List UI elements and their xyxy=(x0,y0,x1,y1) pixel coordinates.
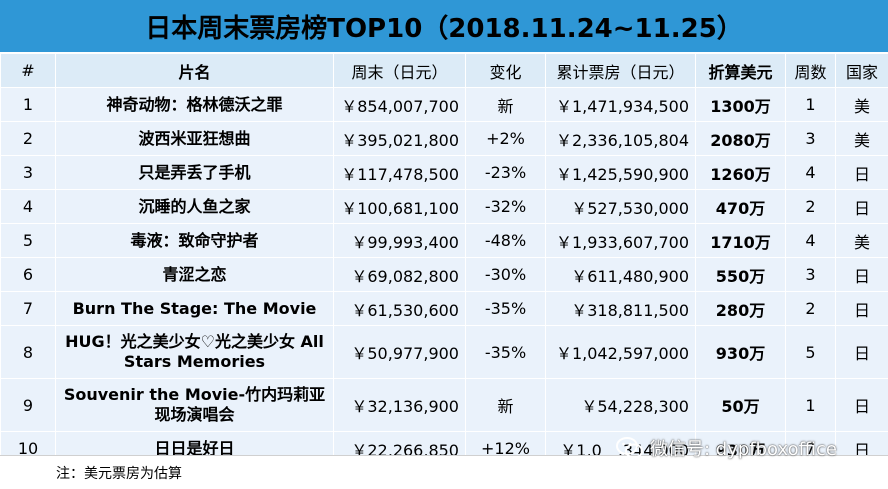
country-cell: 日 xyxy=(835,155,888,190)
rank-cell: 8 xyxy=(0,325,56,379)
weeks-cell: 3 xyxy=(785,121,836,156)
country-cell: 日 xyxy=(835,291,888,326)
change-cell: -32% xyxy=(465,189,546,224)
rank-cell: 3 xyxy=(0,155,56,190)
watermark: 微信号: dypfboxoffice xyxy=(616,430,837,466)
weekend-cell: ￥117,478,500 xyxy=(333,155,466,190)
table-row: 2 波西米亚狂想曲 ￥395,021,800 +2% ￥2,336,105,80… xyxy=(0,121,888,156)
usd-cell: 550万 xyxy=(695,257,786,292)
rank-cell: 6 xyxy=(0,257,56,292)
header-country: 国家 xyxy=(835,53,888,88)
weekend-cell: ￥32,136,900 xyxy=(333,378,466,432)
usd-cell: 1260万 xyxy=(695,155,786,190)
header-usd: 折算美元 xyxy=(695,53,786,88)
change-cell: -30% xyxy=(465,257,546,292)
weeks-cell: 1 xyxy=(785,87,836,122)
title-cell: 神奇动物：格林德沃之罪 xyxy=(55,87,334,122)
cumulative-cell: ￥1,933,607,700 xyxy=(545,223,696,258)
change-cell: -35% xyxy=(465,325,546,379)
table-row: 4 沉睡的人鱼之家 ￥100,681,100 -32% ￥527,530,000… xyxy=(0,189,888,224)
title-cell: Burn The Stage: The Movie xyxy=(55,291,334,326)
weekend-cell: ￥395,021,800 xyxy=(333,121,466,156)
table-row: 9 Souvenir the Movie-竹内玛莉亚现场演唱会 ￥32,136,… xyxy=(0,378,888,432)
title-cell: Souvenir the Movie-竹内玛莉亚现场演唱会 xyxy=(55,378,334,432)
weeks-cell: 2 xyxy=(785,189,836,224)
table-header-row: # 片名 周末（日元） 变化 累计票房（日元） 折算美元 周数 国家 xyxy=(0,53,888,88)
rank-cell: 9 xyxy=(0,378,56,432)
country-cell: 美 xyxy=(835,121,888,156)
cumulative-cell: ￥1,425,590,900 xyxy=(545,155,696,190)
usd-cell: 2080万 xyxy=(695,121,786,156)
header-weeks: 周数 xyxy=(785,53,836,88)
cumulative-cell: ￥54,228,300 xyxy=(545,378,696,432)
change-cell: 新 xyxy=(465,378,546,432)
weekend-cell: ￥854,007,700 xyxy=(333,87,466,122)
usd-cell: 1300万 xyxy=(695,87,786,122)
cumulative-cell: ￥318,811,500 xyxy=(545,291,696,326)
weeks-cell: 2 xyxy=(785,291,836,326)
rank-cell: 1 xyxy=(0,87,56,122)
header-rank: # xyxy=(0,53,56,88)
header-title: 片名 xyxy=(55,53,334,88)
weeks-cell: 1 xyxy=(785,378,836,432)
cumulative-cell: ￥1,471,934,500 xyxy=(545,87,696,122)
weekend-cell: ￥61,530,600 xyxy=(333,291,466,326)
usd-cell: 50万 xyxy=(695,378,786,432)
country-cell: 日 xyxy=(835,257,888,292)
page-title: 日本周末票房榜TOP10（2018.11.24~11.25） xyxy=(0,0,888,53)
wechat-icon xyxy=(616,437,643,459)
rank-cell: 2 xyxy=(0,121,56,156)
country-cell: 美 xyxy=(835,87,888,122)
title-cell: 沉睡的人鱼之家 xyxy=(55,189,334,224)
cumulative-cell: ￥527,530,000 xyxy=(545,189,696,224)
weeks-cell: 5 xyxy=(785,325,836,379)
change-cell: -48% xyxy=(465,223,546,258)
cumulative-cell: ￥2,336,105,804 xyxy=(545,121,696,156)
weekend-cell: ￥100,681,100 xyxy=(333,189,466,224)
table-row: 8 HUG！光之美少女♡光之美少女 All Stars Memories ￥50… xyxy=(0,325,888,379)
title-cell: 波西米亚狂想曲 xyxy=(55,121,334,156)
header-weekend: 周末（日元） xyxy=(333,53,466,88)
weekend-cell: ￥99,993,400 xyxy=(333,223,466,258)
cumulative-cell: ￥1,042,597,000 xyxy=(545,325,696,379)
watermark-text: 微信号: dypfboxoffice xyxy=(650,439,837,460)
change-cell: +2% xyxy=(465,121,546,156)
footnote: 注：美元票房为估算 xyxy=(0,455,888,489)
change-cell: -23% xyxy=(465,155,546,190)
weekend-cell: ￥50,977,900 xyxy=(333,325,466,379)
change-cell: 新 xyxy=(465,87,546,122)
weeks-cell: 4 xyxy=(785,155,836,190)
title-cell: 只是弄丢了手机 xyxy=(55,155,334,190)
country-cell: 日 xyxy=(835,189,888,224)
usd-cell: 470万 xyxy=(695,189,786,224)
rank-cell: 5 xyxy=(0,223,56,258)
usd-cell: 930万 xyxy=(695,325,786,379)
rank-cell: 4 xyxy=(0,189,56,224)
header-change: 变化 xyxy=(465,53,546,88)
weeks-cell: 4 xyxy=(785,223,836,258)
title-cell: HUG！光之美少女♡光之美少女 All Stars Memories xyxy=(55,325,334,379)
box-office-table: # 片名 周末（日元） 变化 累计票房（日元） 折算美元 周数 国家 1 神奇动… xyxy=(0,53,888,466)
country-cell: 日 xyxy=(835,325,888,379)
title-cell: 毒液：致命守护者 xyxy=(55,223,334,258)
rank-cell: 7 xyxy=(0,291,56,326)
country-cell: 美 xyxy=(835,223,888,258)
usd-cell: 280万 xyxy=(695,291,786,326)
table-row: 6 青涩之恋 ￥69,082,800 -30% ￥611,480,900 550… xyxy=(0,257,888,292)
weekend-cell: ￥69,082,800 xyxy=(333,257,466,292)
cumulative-cell: ￥611,480,900 xyxy=(545,257,696,292)
change-cell: -35% xyxy=(465,291,546,326)
table-row: 5 毒液：致命守护者 ￥99,993,400 -48% ￥1,933,607,7… xyxy=(0,223,888,258)
weeks-cell: 3 xyxy=(785,257,836,292)
header-cumulative: 累计票房（日元） xyxy=(545,53,696,88)
usd-cell: 1710万 xyxy=(695,223,786,258)
table-row: 3 只是弄丢了手机 ￥117,478,500 -23% ￥1,425,590,9… xyxy=(0,155,888,190)
table-row: 1 神奇动物：格林德沃之罪 ￥854,007,700 新 ￥1,471,934,… xyxy=(0,87,888,122)
title-cell: 青涩之恋 xyxy=(55,257,334,292)
table-row: 7 Burn The Stage: The Movie ￥61,530,600 … xyxy=(0,291,888,326)
country-cell: 日 xyxy=(835,378,888,432)
